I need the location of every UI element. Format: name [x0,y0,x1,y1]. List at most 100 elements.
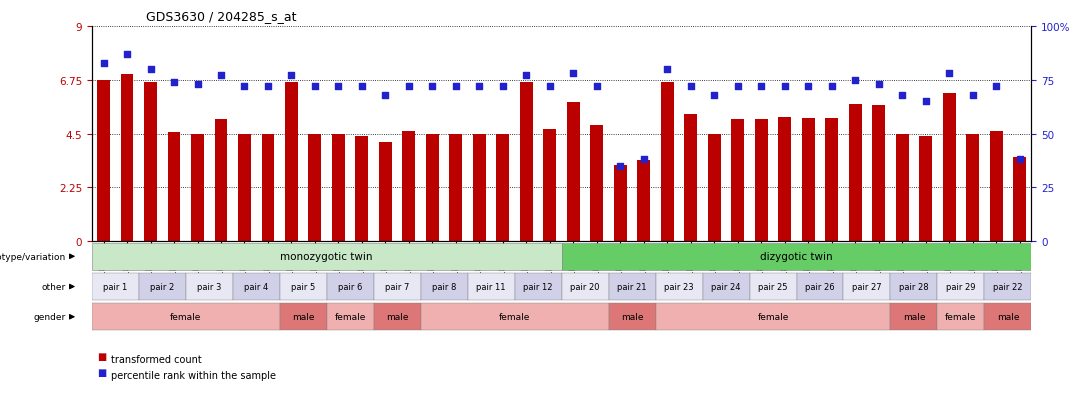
Bar [562,243,1031,270]
Bar [937,304,985,330]
Bar [426,134,438,242]
Text: pair 11: pair 11 [476,282,505,291]
Text: GDS3630 / 204285_s_at: GDS3630 / 204285_s_at [146,10,296,23]
Point [635,157,652,163]
Bar [656,304,890,330]
Bar [895,134,908,242]
Text: pair 7: pair 7 [384,282,409,291]
Point [517,73,535,80]
Bar [374,304,421,330]
Point [213,73,230,80]
Text: male: male [621,313,644,321]
Point [541,84,558,90]
Bar [707,134,720,242]
Text: pair 8: pair 8 [432,282,457,291]
Point [847,77,864,84]
Point [917,99,934,105]
Text: pair 20: pair 20 [570,282,599,291]
Text: monozygotic twin: monozygotic twin [281,252,373,262]
Bar [139,273,186,300]
Bar [355,137,368,242]
Bar [919,137,932,242]
Point [353,84,370,90]
Bar [97,81,110,242]
Bar [637,161,650,242]
Bar [280,304,327,330]
Bar [421,304,609,330]
Point [447,84,464,90]
Text: pair 26: pair 26 [806,282,835,291]
Text: female: female [757,313,788,321]
Point [495,84,512,90]
Bar [261,134,274,242]
Bar [685,115,698,242]
Text: genotype/variation: genotype/variation [0,252,66,261]
Bar [519,83,532,242]
Text: transformed count: transformed count [111,354,202,364]
Point [611,163,629,170]
Point [235,84,253,90]
Bar [702,273,750,300]
Bar [144,83,157,242]
Bar [591,126,604,242]
Bar [825,119,838,242]
Point [95,60,112,66]
Point [799,84,816,90]
Bar [750,273,797,300]
Bar [92,273,138,300]
Text: female: female [499,313,530,321]
Point [189,81,206,88]
Bar [379,142,392,242]
Bar [191,134,204,242]
Bar [233,273,280,300]
Bar [374,273,421,300]
Point [283,73,300,80]
Point [259,84,276,90]
Text: pair 4: pair 4 [244,282,268,291]
Point [1011,157,1028,163]
Bar [731,120,744,242]
Bar [755,120,768,242]
Bar [332,134,345,242]
Text: pair 6: pair 6 [338,282,363,291]
Text: pair 29: pair 29 [946,282,975,291]
Bar [238,134,251,242]
Point [870,81,888,88]
Bar [984,273,1031,300]
Bar [515,273,562,300]
Text: male: male [292,313,314,321]
Point [823,84,840,90]
Point [165,79,183,86]
Bar [326,304,374,330]
Bar [285,83,298,242]
Bar [468,273,515,300]
Bar [609,273,656,300]
Bar [215,120,228,242]
Bar [937,273,985,300]
Text: ■: ■ [97,351,107,361]
Bar [167,133,180,242]
Point [893,92,910,99]
Bar [121,75,134,242]
Point [753,84,770,90]
Bar [989,132,1002,242]
Point [471,84,488,90]
Text: pair 23: pair 23 [664,282,693,291]
Bar [843,273,890,300]
Text: gender: gender [33,313,66,321]
Text: male: male [386,313,408,321]
Bar [473,134,486,242]
Bar [421,273,468,300]
Text: pair 28: pair 28 [900,282,929,291]
Bar [449,134,462,242]
Point [377,92,394,99]
Point [729,84,746,90]
Bar [562,273,609,300]
Text: other: other [42,282,66,291]
Bar [797,273,843,300]
Text: pair 12: pair 12 [524,282,553,291]
Point [401,84,418,90]
Text: pair 3: pair 3 [197,282,221,291]
Point [141,66,159,73]
Text: dizygotic twin: dizygotic twin [760,252,833,262]
